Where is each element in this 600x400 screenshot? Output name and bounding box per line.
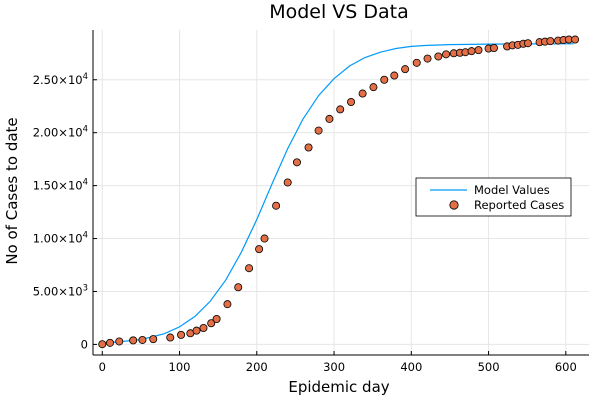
x-tick-label: 500 [478, 360, 500, 374]
reported-cases-point [292, 158, 301, 167]
x-tick-label: 100 [169, 360, 191, 374]
x-tick-label: 200 [246, 360, 268, 374]
y-axis-label: No of Cases to date [3, 117, 21, 264]
reported-cases-point [347, 97, 356, 106]
reported-cases-point [489, 43, 498, 52]
reported-cases-point [314, 126, 323, 135]
reported-cases-point [115, 337, 124, 346]
reported-cases-point [245, 264, 254, 273]
reported-cases-point [212, 315, 221, 324]
reported-cases-point [336, 105, 345, 114]
y-tick-label: 2.50×104 [33, 72, 88, 87]
reported-cases-point [423, 54, 432, 63]
reported-cases-point [283, 178, 292, 187]
x-tick-label: 0 [99, 360, 106, 374]
legend-label: Reported Cases [474, 198, 564, 212]
plot-area [98, 35, 580, 349]
reported-cases-point [260, 234, 269, 243]
reported-cases-point [434, 52, 443, 61]
reported-cases-point [223, 300, 232, 309]
reported-cases-point [272, 201, 281, 210]
reported-cases-point [474, 46, 483, 55]
reported-cases-point [304, 143, 313, 152]
reported-cases-point [442, 50, 451, 59]
legend-marker-swatch [449, 200, 459, 210]
axes: 0 100 200 300 400 500 600 0 5.00×103 1.00×104 1.50… [33, 30, 589, 374]
reported-cases-point [571, 35, 580, 44]
reported-cases-point [138, 335, 147, 344]
y-tick-label: 1.50×104 [33, 178, 88, 193]
y-tick-label: 2.00×104 [33, 125, 88, 140]
model-values-line [102, 43, 574, 344]
reported-cases-point [546, 37, 555, 46]
reported-cases-point [380, 75, 389, 84]
x-tick-label: 300 [323, 360, 345, 374]
legend-box [415, 177, 572, 217]
chart-title: Model VS Data [269, 1, 409, 23]
reported-cases-point [177, 330, 186, 339]
reported-cases-point [105, 338, 114, 347]
y-tick-label: 5.00×103 [33, 283, 88, 298]
reported-cases-point [401, 65, 410, 74]
reported-cases-point [192, 326, 201, 335]
reported-cases-point [149, 335, 158, 344]
reported-cases-point [207, 319, 216, 328]
reported-cases-point [390, 71, 399, 80]
reported-cases-point [234, 283, 243, 292]
x-tick-label: 600 [555, 360, 577, 374]
y-tick-label: 1.00×104 [33, 231, 88, 246]
reported-cases-point [129, 336, 138, 345]
x-tick-label: 400 [400, 360, 422, 374]
x-axis-label: Epidemic day [288, 378, 389, 396]
reported-cases-point [523, 39, 532, 48]
legend-label: Model Values [474, 183, 550, 197]
reported-cases-point [358, 89, 367, 98]
reported-cases-point [255, 245, 264, 254]
reported-cases-point [412, 58, 421, 67]
y-tick-label: 0 [81, 337, 88, 351]
reported-cases-point [199, 324, 208, 333]
reported-cases-point [369, 83, 378, 92]
reported-cases-point [325, 114, 334, 123]
reported-cases-point [98, 340, 107, 349]
reported-cases-point [166, 333, 175, 342]
reported-cases-point [467, 47, 476, 56]
